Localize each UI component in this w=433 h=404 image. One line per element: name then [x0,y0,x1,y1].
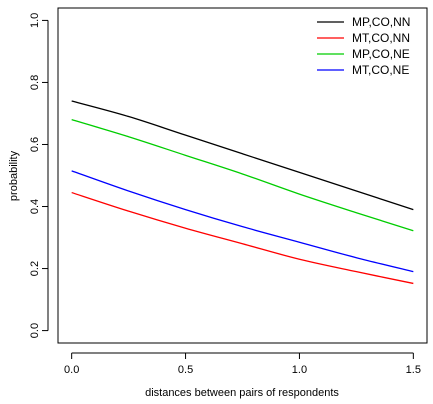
legend-label: MP,CO,NE [352,47,410,61]
plot-frame [57,7,428,344]
y-tick-label: 0.4 [29,199,41,214]
x-axis-label: distances between pairs of respondents [145,387,339,399]
legend: MP,CO,NN MT,CO,NN MP,CO,NE MT,CO,NE [317,15,410,77]
legend-label: MP,CO,NN [352,15,410,29]
y-tick-label: 0.0 [29,323,41,338]
x-tick-label: 1.0 [292,364,307,376]
series-line [71,170,414,273]
legend-label: MT,CO,NE [352,63,409,77]
y-axis-label: probability [8,150,20,201]
y-tick-label: 0.6 [29,137,41,152]
y-tick-label: 0.2 [29,261,41,276]
series-line [71,191,414,285]
x-tick-label: 0.0 [64,364,79,376]
y-axis: 0.0 0.2 0.4 0.6 0.8 1.0 [29,13,49,338]
x-tick-label: 0.5 [178,364,193,376]
y-tick-label: 1.0 [29,13,41,28]
x-axis: 0.0 0.5 1.0 1.5 [64,352,421,376]
series-lines [71,100,414,285]
legend-label: MT,CO,NN [352,31,410,45]
series-line [71,119,414,232]
y-tick-label: 0.8 [29,75,41,90]
series-line [71,100,414,211]
x-tick-label: 1.5 [406,364,421,376]
